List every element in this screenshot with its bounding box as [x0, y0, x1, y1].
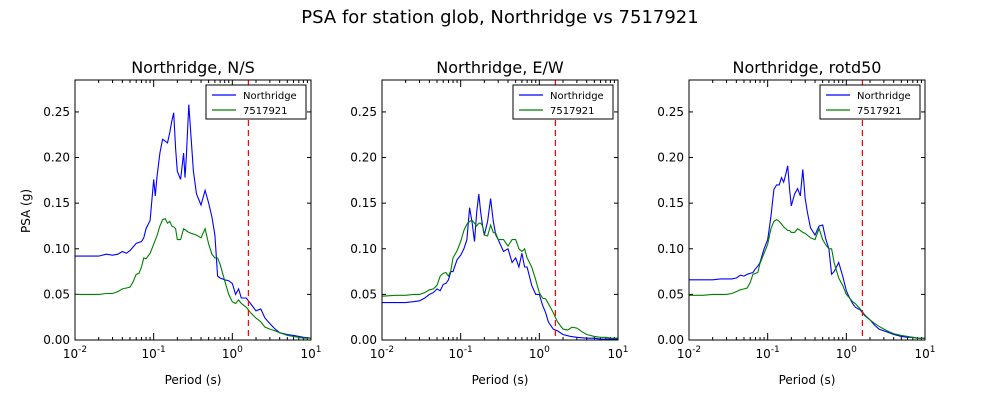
y-tick-label: 0.25: [43, 105, 70, 119]
y-tick-label: 0.10: [350, 242, 377, 256]
x-axis-label: Period (s): [165, 373, 222, 387]
y-tick-label: 0.20: [350, 151, 377, 165]
legend-entry: Northridge: [550, 91, 604, 102]
y-tick-label: 0.15: [657, 196, 684, 210]
x-tick-label: 10-1: [449, 345, 473, 361]
y-tick-label: 0.10: [657, 242, 684, 256]
legend: Northridge 7517921: [819, 84, 921, 120]
simulated-series-line: [382, 219, 618, 339]
axes-frame: [74, 79, 312, 341]
x-axis-label: Period (s): [472, 373, 529, 387]
legend-entry: 7517921: [243, 106, 288, 117]
x-tick-label: 100: [836, 345, 857, 361]
y-axis-label: PSA (g): [19, 189, 33, 233]
y-tick-label: 0.25: [657, 105, 684, 119]
x-axis-label: Period (s): [779, 373, 836, 387]
legend-box: [819, 84, 921, 120]
y-tick-label: 0.10: [43, 242, 70, 256]
x-tick-label: 101: [914, 345, 935, 361]
x-tick-label: 100: [222, 345, 243, 361]
x-tick-label: 101: [607, 345, 628, 361]
legend-entry: Northridge: [857, 91, 911, 102]
subplot-rotd50: Northridge, rotd50 0.00 0.05 0.10 0.15 0.20 0.…: [657, 58, 935, 387]
y-tick-label: 0.20: [43, 151, 70, 165]
legend-box: [205, 84, 307, 120]
x-tick-label: 10-2: [63, 345, 87, 361]
y-tick-label: 0.15: [43, 196, 70, 210]
legend-entry: 7517921: [550, 106, 595, 117]
legend: Northridge 7517921: [512, 84, 614, 120]
subplot-ew: Northridge, E/W 0.00 0.05 0.10 0.15 0.20 0.25 1…: [350, 58, 628, 387]
legend: Northridge 7517921: [205, 84, 307, 120]
subplot-title: Northridge, E/W: [436, 58, 564, 77]
subplot-ns: Northridge, N/S 0.00 0.05 0.10 0.15 0.20 0.25 1…: [43, 58, 321, 387]
axes-frame: [381, 79, 619, 341]
plot-area: [75, 104, 311, 339]
y-tick-label: 0.15: [350, 196, 377, 210]
northridge-series-line: [689, 165, 925, 339]
y-tick-label: 0.05: [43, 287, 70, 301]
x-tick-label: 101: [300, 345, 321, 361]
x-tick-label: 100: [529, 345, 550, 361]
northridge-series-line: [75, 104, 311, 339]
legend-box: [512, 84, 614, 120]
x-tick-label: 10-1: [142, 345, 166, 361]
y-tick-label: 0.00: [657, 333, 684, 347]
x-tick-label: 10-2: [677, 345, 701, 361]
legend-entry: 7517921: [857, 106, 902, 117]
axes-frame: [688, 79, 926, 341]
northridge-series-line: [382, 193, 618, 340]
subplot-title: Northridge, N/S: [131, 58, 255, 77]
legend-entry: Northridge: [243, 91, 297, 102]
plot-area: [689, 165, 925, 339]
y-tick-label: 0.00: [43, 333, 70, 347]
subplot-title: Northridge, rotd50: [733, 58, 882, 77]
y-tick-label: 0.20: [657, 151, 684, 165]
y-tick-label: 0.00: [350, 333, 377, 347]
simulated-series-line: [75, 218, 311, 339]
figure-title: PSA for station glob, Northridge vs 7517…: [301, 7, 698, 28]
simulated-series-line: [689, 218, 925, 339]
plot-area: [382, 193, 618, 340]
y-tick-label: 0.05: [657, 287, 684, 301]
y-tick-label: 0.05: [350, 287, 377, 301]
y-tick-label: 0.25: [350, 105, 377, 119]
x-tick-label: 10-1: [756, 345, 780, 361]
x-tick-label: 10-2: [370, 345, 394, 361]
